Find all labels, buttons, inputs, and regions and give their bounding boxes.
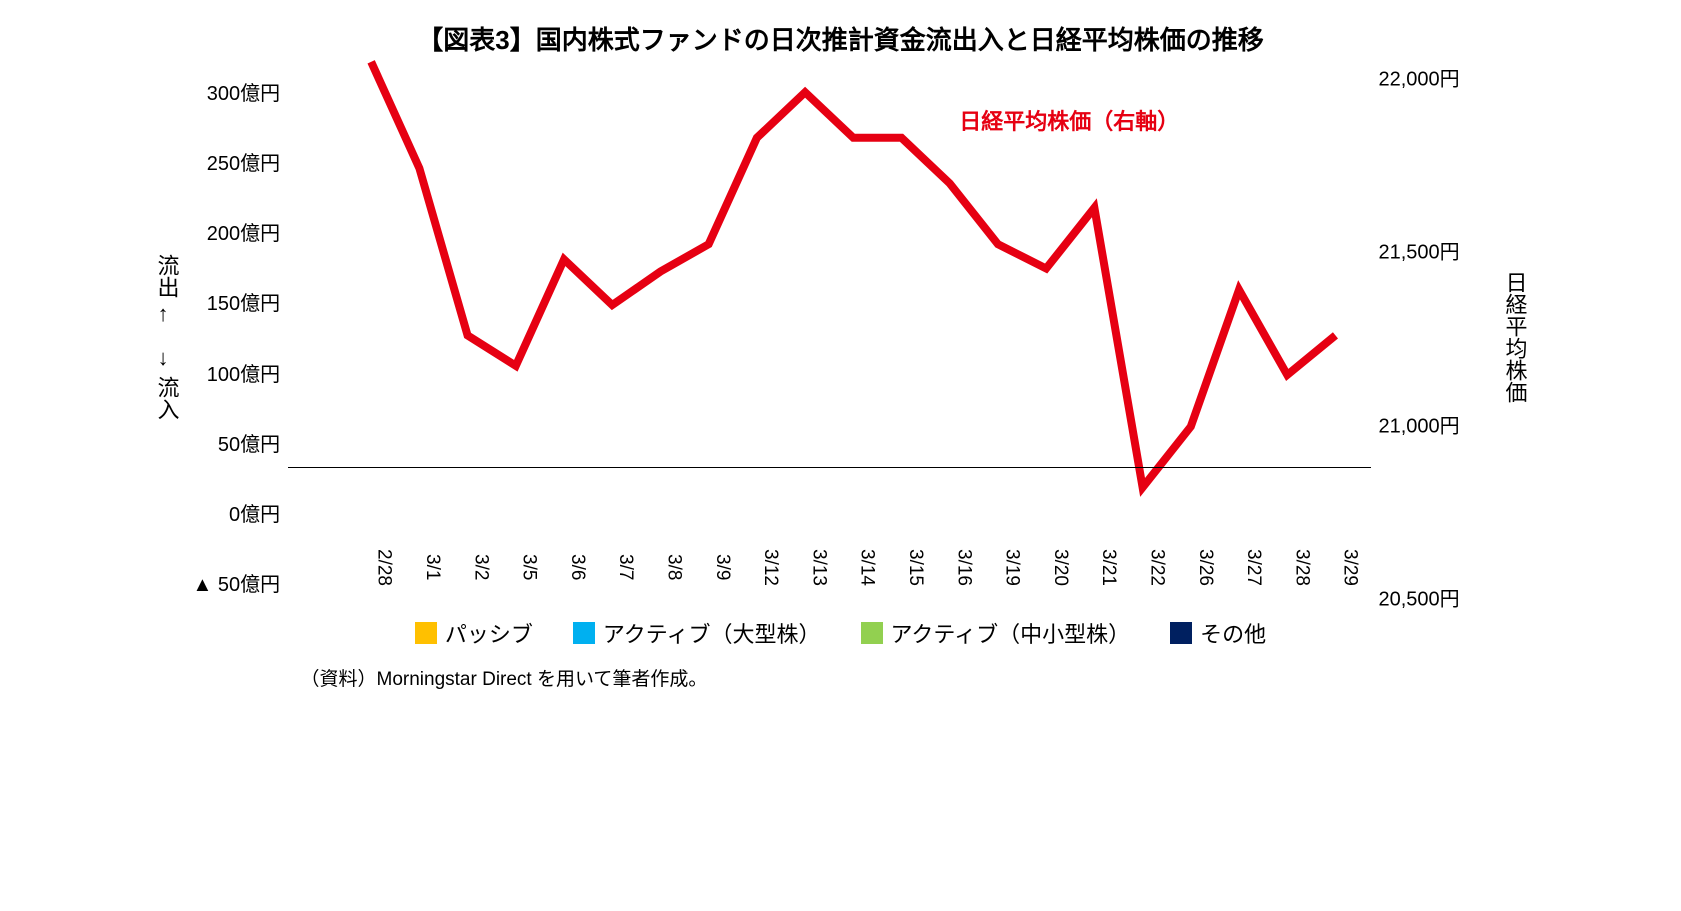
line-annotation: 日経平均株価（右軸） — [959, 104, 1179, 136]
legend-label: その他 — [1200, 617, 1266, 649]
left-tick: 150億円 — [193, 287, 281, 316]
left-tick: 100億円 — [193, 358, 281, 387]
left-axis-label: 流出 ← → 流入 — [141, 254, 193, 420]
zero-axis-line — [288, 467, 1370, 468]
right-axis-ticks: 22,000円21,500円21,000円20,500円 — [1371, 77, 1489, 597]
left-tick: 50億円 — [193, 428, 281, 457]
x-tick: 3/7 — [588, 537, 636, 597]
left-tick: ▲ 50億円 — [193, 568, 281, 597]
x-tick: 3/29 — [1312, 537, 1360, 597]
source-note: （資料）Morningstar Direct を用いて筆者作成。 — [301, 664, 1541, 691]
x-tick: 3/12 — [733, 537, 781, 597]
chart-body: 流出 ← → 流入 300億円 250億円 200億円 150億円 100億円 50億円 0… — [141, 77, 1541, 597]
legend: パッシブ アクティブ（大型株） アクティブ（中小型株） その他 — [141, 617, 1541, 649]
legend-item-other: その他 — [1170, 617, 1266, 649]
right-tick: 21,000円 — [1379, 409, 1460, 438]
x-tick: 3/16 — [926, 537, 974, 597]
x-tick: 3/1 — [395, 537, 443, 597]
x-tick: 3/15 — [878, 537, 926, 597]
x-tick: 3/22 — [1119, 537, 1167, 597]
legend-item-passive: パッシブ — [415, 617, 533, 649]
x-tick: 3/27 — [1216, 537, 1264, 597]
x-tick-empty — [298, 537, 346, 597]
legend-item-active_sm: アクティブ（中小型株） — [861, 617, 1131, 649]
right-tick: 22,000円 — [1379, 63, 1460, 92]
plot-area: 日経平均株価（右軸） 2/283/13/23/53/63/73/83/93/12… — [288, 77, 1370, 597]
left-tick: 0億円 — [193, 498, 281, 527]
x-tick: 3/5 — [491, 537, 539, 597]
legend-swatch — [573, 622, 595, 644]
x-tick: 3/2 — [443, 537, 491, 597]
chart-title: 【図表3】国内株式ファンドの日次推計資金流出入と日経平均株価の推移 — [141, 20, 1541, 57]
plot-region: 日経平均株価（右軸） — [288, 77, 1370, 533]
left-tick: 200億円 — [193, 217, 281, 246]
x-tick: 3/14 — [829, 537, 877, 597]
nikkei-line — [371, 62, 1335, 488]
x-tick: 3/13 — [781, 537, 829, 597]
x-tick: 3/8 — [636, 537, 684, 597]
line-layer — [288, 77, 1370, 533]
right-axis: 22,000円21,500円21,000円20,500円 日経平均株価 — [1371, 77, 1541, 597]
x-axis: 2/283/13/23/53/63/73/83/93/123/133/143/1… — [288, 533, 1370, 597]
chart-container: 【図表3】国内株式ファンドの日次推計資金流出入と日経平均株価の推移 流出 ← →… — [141, 20, 1541, 691]
x-tick: 3/26 — [1167, 537, 1215, 597]
legend-swatch — [861, 622, 883, 644]
left-axis: 流出 ← → 流入 300億円 250億円 200億円 150億円 100億円 50億円 0… — [141, 77, 289, 597]
x-tick: 3/9 — [684, 537, 732, 597]
right-tick: 20,500円 — [1379, 583, 1460, 612]
x-tick: 3/21 — [1071, 537, 1119, 597]
right-tick: 21,500円 — [1379, 236, 1460, 265]
legend-item-active_lg: アクティブ（大型株） — [573, 617, 821, 649]
left-tick: 250億円 — [193, 147, 281, 176]
left-axis-ticks: 300億円 250億円 200億円 150億円 100億円 50億円 0億円 ▲ 50億円 — [193, 77, 289, 597]
left-tick: 300億円 — [193, 77, 281, 106]
legend-label: アクティブ（大型株） — [603, 617, 821, 649]
x-tick: 3/19 — [974, 537, 1022, 597]
x-tick: 2/28 — [346, 537, 394, 597]
legend-label: アクティブ（中小型株） — [891, 617, 1131, 649]
x-tick: 3/28 — [1264, 537, 1312, 597]
legend-swatch — [415, 622, 437, 644]
legend-swatch — [1170, 622, 1192, 644]
x-tick: 3/20 — [1023, 537, 1071, 597]
x-tick: 3/6 — [540, 537, 588, 597]
legend-label: パッシブ — [445, 617, 533, 649]
right-axis-label: 日経平均株価 — [1489, 271, 1541, 403]
